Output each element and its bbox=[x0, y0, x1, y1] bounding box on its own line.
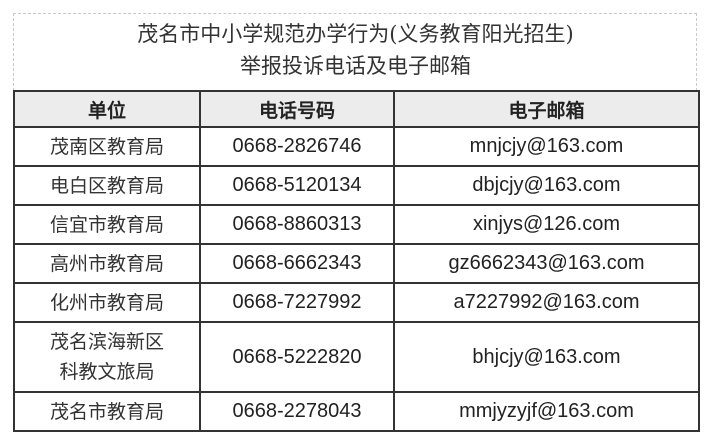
title-line-2: 举报投诉电话及电子邮箱 bbox=[240, 54, 471, 78]
table-row: 茂南区教育局 0668-2826746 mnjcjy@163.com bbox=[13, 126, 700, 167]
unit-cell: 茂南区教育局 bbox=[13, 126, 201, 167]
unit-line-2: 科教文旅局 bbox=[59, 361, 155, 383]
table-row: 高州市教育局 0668-6662343 gz6662343@163.com bbox=[13, 243, 700, 284]
phone-cell: 0668-2278043 bbox=[199, 391, 395, 432]
email-cell: mmjyzyjf@163.com bbox=[393, 391, 700, 432]
unit-line: 信宜市教育局 bbox=[49, 213, 164, 236]
contact-table: 单位 电话号码 电子邮箱 茂南区教育局 0668-2826746 mnjcjy@… bbox=[13, 90, 700, 432]
header-email: 电子邮箱 bbox=[393, 90, 700, 128]
phone-cell: 0668-7227992 bbox=[199, 282, 395, 323]
email-cell: bhjcjy@163.com bbox=[393, 321, 700, 393]
header-unit: 单位 bbox=[13, 90, 201, 128]
email-cell: a7227992@163.com bbox=[393, 282, 700, 323]
unit-line: 高州市教育局 bbox=[49, 252, 164, 275]
header-phone: 电话号码 bbox=[199, 90, 395, 128]
unit-line: 茂名滨海新区 bbox=[49, 331, 164, 353]
document-title: 茂名市中小学规范办学行为(义务教育阳光招生) 举报投诉电话及电子邮箱 bbox=[13, 18, 698, 82]
table-row: 电白区教育局 0668-5120134 dbjcjy@163.com bbox=[13, 165, 700, 206]
unit-cell: 茂名滨海新区 科教文旅局 bbox=[13, 321, 201, 393]
email-cell: gz6662343@163.com bbox=[393, 243, 700, 284]
unit-cell: 高州市教育局 bbox=[13, 243, 201, 284]
title-line-1: 茂名市中小学规范办学行为(义务教育阳光招生) bbox=[137, 22, 574, 46]
email-cell: xinjys@126.com bbox=[393, 204, 700, 245]
table-row: 茂名滨海新区 科教文旅局 0668-5222820 bhjcjy@163.com bbox=[13, 321, 700, 393]
unit-line: 化州市教育局 bbox=[49, 291, 164, 314]
unit-line: 电白区教育局 bbox=[49, 174, 164, 197]
title-frame bbox=[13, 13, 697, 91]
phone-cell: 0668-5222820 bbox=[199, 321, 395, 393]
unit-cell: 茂名市教育局 bbox=[13, 391, 201, 432]
phone-cell: 0668-8860313 bbox=[199, 204, 395, 245]
email-cell: mnjcjy@163.com bbox=[393, 126, 700, 167]
unit-cell: 化州市教育局 bbox=[13, 282, 201, 323]
table-header-row: 单位 电话号码 电子邮箱 bbox=[13, 90, 700, 128]
phone-cell: 0668-2826746 bbox=[199, 126, 395, 167]
unit-line: 茂名市教育局 bbox=[49, 400, 164, 423]
unit-cell: 电白区教育局 bbox=[13, 165, 201, 206]
unit-cell: 信宜市教育局 bbox=[13, 204, 201, 245]
table-row: 信宜市教育局 0668-8860313 xinjys@126.com bbox=[13, 204, 700, 245]
phone-cell: 0668-5120134 bbox=[199, 165, 395, 206]
email-cell: dbjcjy@163.com bbox=[393, 165, 700, 206]
table-row: 化州市教育局 0668-7227992 a7227992@163.com bbox=[13, 282, 700, 323]
table-row: 茂名市教育局 0668-2278043 mmjyzyjf@163.com bbox=[13, 391, 700, 432]
unit-line: 茂南区教育局 bbox=[49, 135, 164, 158]
phone-cell: 0668-6662343 bbox=[199, 243, 395, 284]
